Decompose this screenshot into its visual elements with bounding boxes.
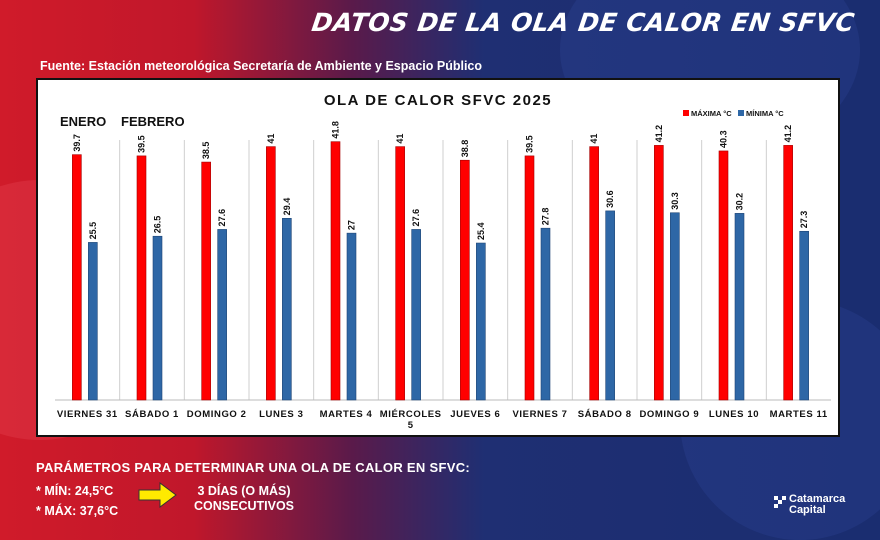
data-label: 30.3 — [670, 192, 680, 210]
bar-max — [783, 145, 793, 401]
bar-max — [654, 145, 664, 401]
bar-max — [330, 141, 341, 401]
bar-max — [524, 155, 535, 401]
x-tick-label: DOMINGO 9 — [639, 409, 699, 420]
data-label: 38.5 — [201, 142, 211, 160]
bar-min — [605, 210, 615, 401]
legend-label: MÁXIMA °C — [691, 109, 732, 118]
param-max: * MÁX: 37,6°C — [36, 504, 119, 518]
legend-label: MÍNIMA °C — [746, 109, 784, 118]
x-tick-label: SÁBADO 1 — [125, 409, 179, 420]
data-label: 27.6 — [411, 209, 421, 227]
data-label: 30.6 — [605, 190, 615, 208]
month-label: FEBRERO — [121, 114, 185, 129]
data-label: 38.8 — [460, 140, 470, 158]
bar-min — [346, 232, 357, 401]
bar-min — [476, 242, 486, 401]
x-tick-label: JUEVES 6 — [450, 409, 500, 420]
bar-max — [72, 154, 82, 401]
month-label: ENERO — [60, 114, 106, 129]
data-label: 39.7 — [72, 134, 82, 152]
bar-max — [201, 161, 211, 401]
logo-line-2: Capital — [789, 504, 826, 516]
params-title: PARÁMETROS PARA DETERMINAR UNA OLA DE CA… — [36, 460, 471, 475]
logo-icon — [774, 496, 786, 508]
data-label: 25.4 — [476, 222, 486, 240]
x-tick-label: LUNES 3 — [259, 409, 303, 420]
data-label: 41.8 — [331, 121, 341, 139]
legend-swatch — [683, 110, 689, 116]
x-tick-label: LUNES 10 — [709, 409, 759, 420]
param-min: * MÍN: 24,5°C — [36, 484, 114, 498]
data-label: 27.6 — [217, 209, 227, 227]
rule-text: 3 DÍAS (O MÁS) CONSECUTIVOS — [194, 484, 294, 514]
data-label: 27.3 — [799, 211, 809, 229]
data-label: 29.4 — [282, 198, 292, 216]
bar-max — [395, 146, 405, 401]
logo-line-1: Catamarca — [789, 493, 846, 505]
bar-min — [734, 213, 745, 401]
bar-max — [266, 146, 276, 401]
legend-swatch — [738, 110, 744, 116]
bar-max — [718, 150, 729, 401]
bar-max — [589, 146, 599, 401]
bar-min — [217, 229, 227, 401]
x-tick-label: DOMINGO 2 — [187, 409, 247, 420]
data-label: 40.3 — [719, 130, 729, 148]
right-arrow-icon — [138, 482, 177, 508]
data-label: 41 — [395, 134, 405, 144]
bar-min — [670, 212, 680, 401]
bar-min — [88, 242, 98, 401]
data-label: 30.2 — [735, 193, 745, 211]
data-label: 41.2 — [783, 125, 793, 143]
data-label: 27 — [347, 220, 357, 230]
source-caption: Fuente: Estación meteorológica Secretarí… — [40, 59, 483, 73]
bar-min — [152, 235, 163, 401]
data-label: 26.5 — [153, 216, 163, 234]
bar-min — [282, 218, 292, 401]
x-tick-label: MARTES 4 — [320, 409, 373, 420]
data-label: 27.8 — [541, 208, 551, 226]
x-tick-label: VIERNES 31 — [57, 409, 118, 420]
x-tick-label: MIÉRCOLES — [380, 409, 442, 420]
bar-max — [136, 155, 147, 401]
bar-max — [460, 159, 470, 401]
data-label: 25.5 — [88, 222, 98, 240]
logo-text: Catamarca Capital — [789, 494, 845, 516]
x-tick-label: SÁBADO 8 — [578, 409, 632, 420]
page-title: DATOS DE LA OLA DE CALOR EN SFVC — [309, 8, 857, 37]
data-label: 39.5 — [137, 135, 147, 153]
x-tick-label: MARTES 11 — [770, 409, 828, 420]
data-label: 41 — [589, 134, 599, 144]
data-label: 39.5 — [525, 135, 535, 153]
rule-line-2: CONSECUTIVOS — [194, 499, 295, 513]
x-tick-label: 5 — [408, 420, 414, 431]
x-tick-label: VIERNES 7 — [512, 409, 567, 420]
bar-min — [540, 227, 551, 401]
data-label: 41.2 — [654, 125, 664, 143]
data-label: 41 — [266, 134, 276, 144]
bar-chart: OLA DE CALOR SFVC 2025 ENERO FEBRERO MÁXIMA… — [55, 92, 831, 431]
bar-min — [411, 229, 421, 401]
rule-line-1: 3 DÍAS (O MÁS) — [197, 484, 291, 498]
bar-min — [799, 230, 809, 401]
chart-title: OLA DE CALOR SFVC 2025 — [324, 92, 552, 109]
chart-panel: OLA DE CALOR SFVC 2025 ENERO FEBRERO MÁXIMA… — [36, 78, 840, 437]
